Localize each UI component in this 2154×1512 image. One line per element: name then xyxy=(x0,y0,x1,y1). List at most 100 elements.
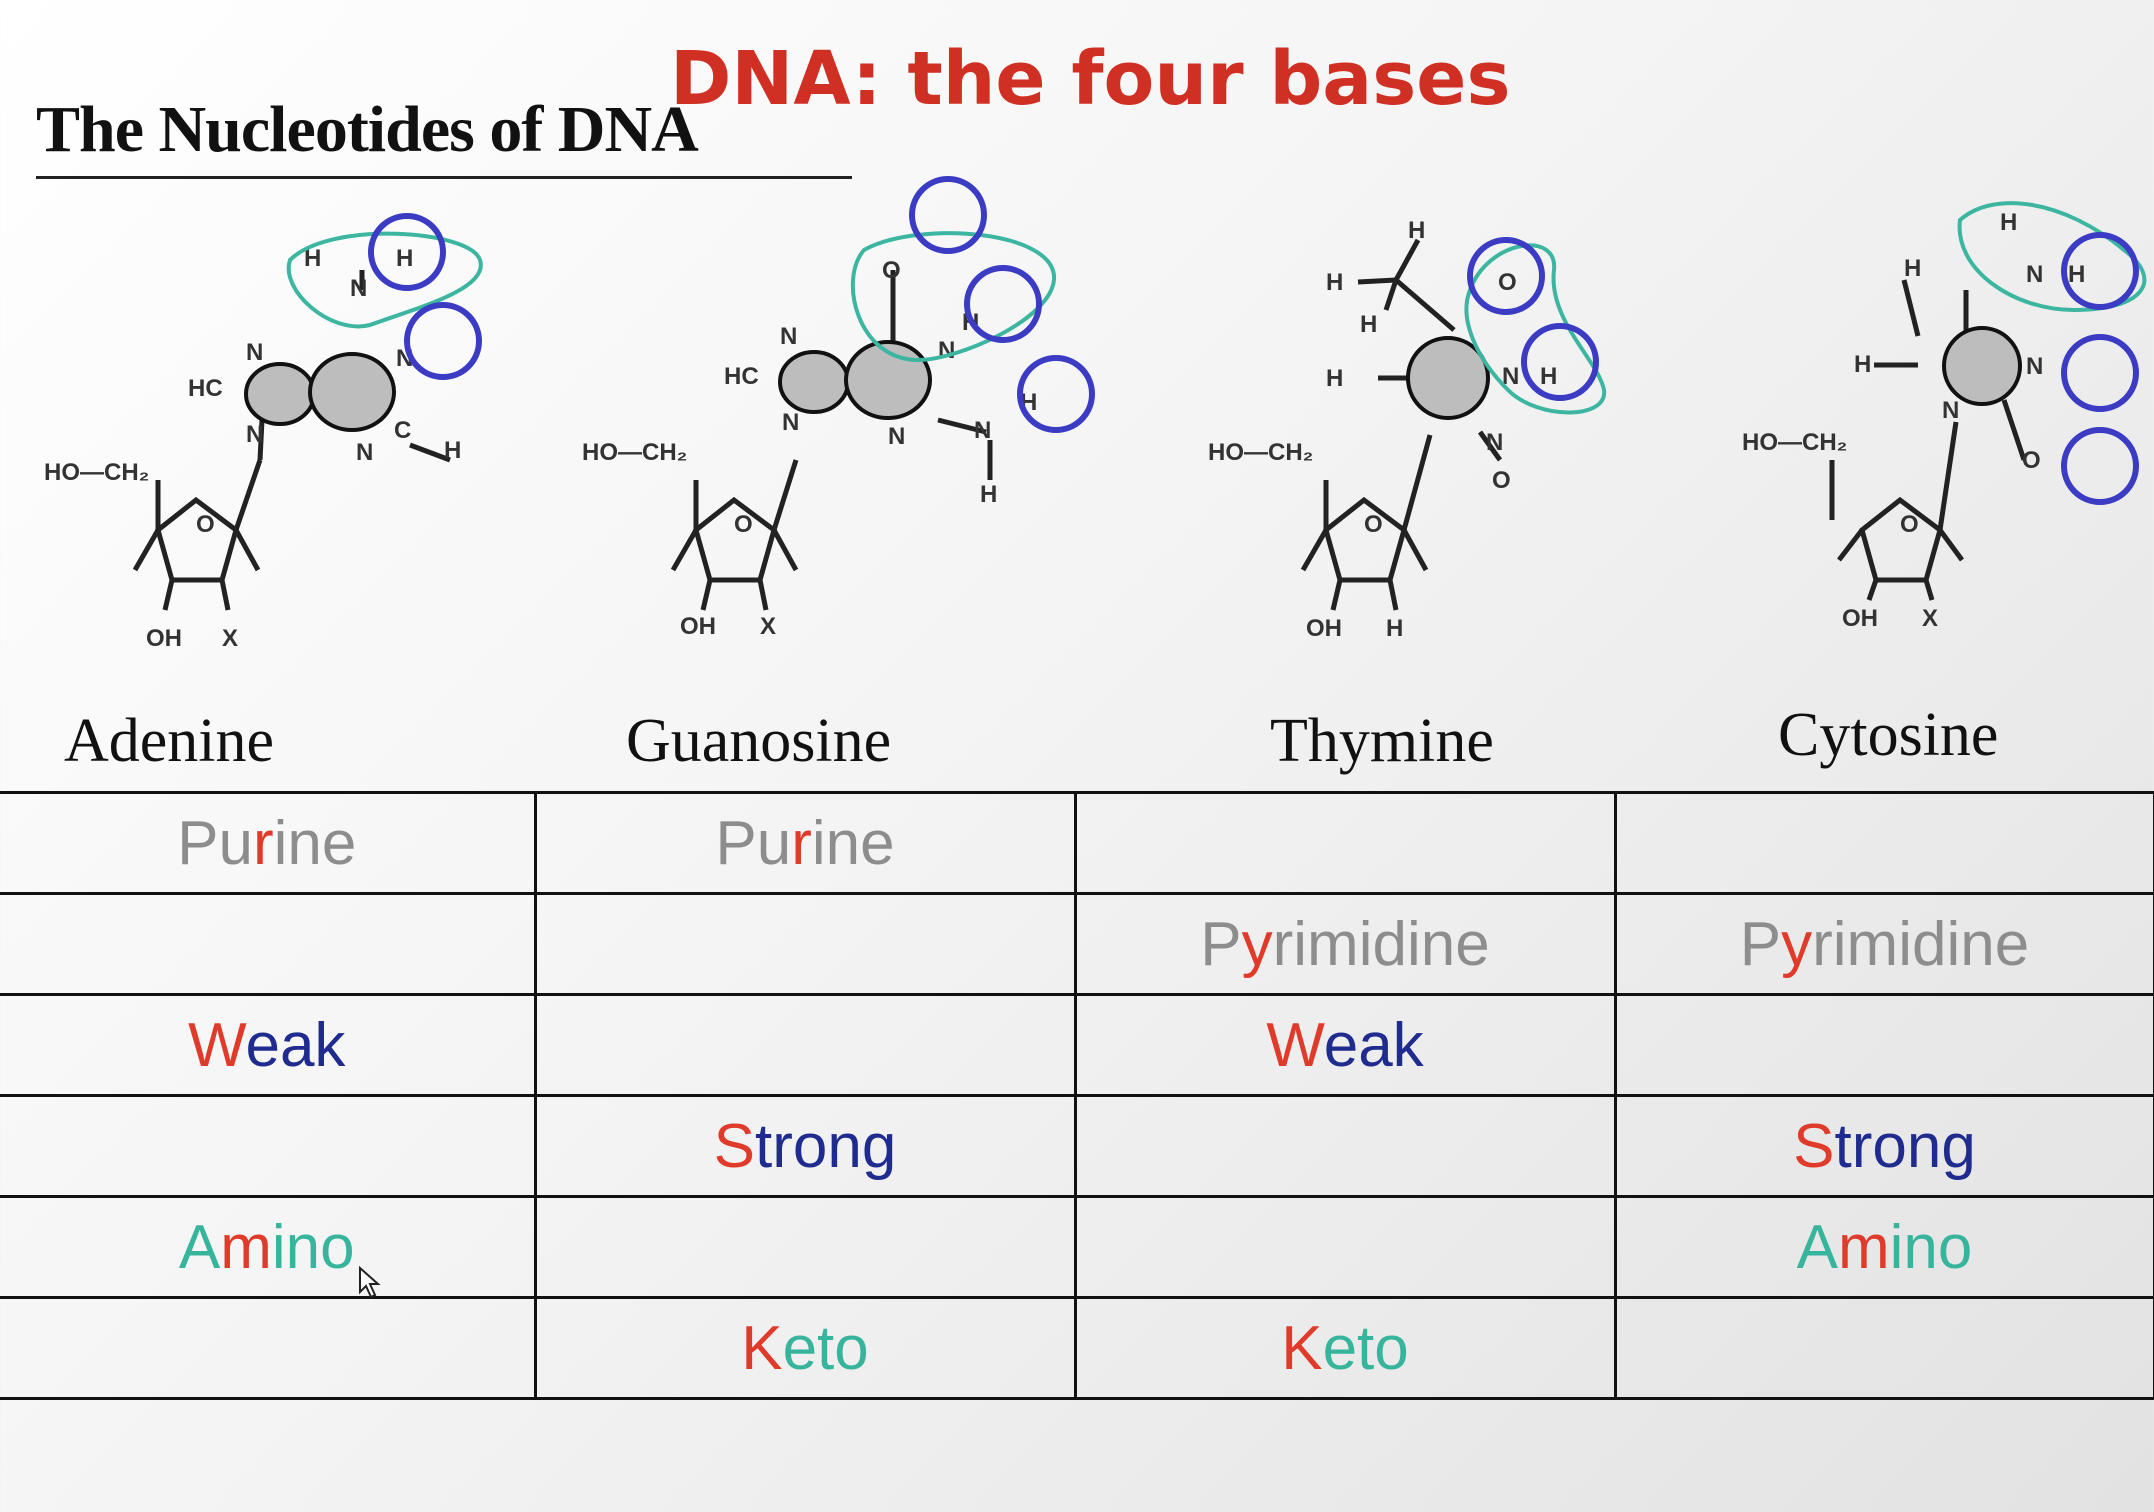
svg-text:N: N xyxy=(356,439,373,466)
svg-text:O: O xyxy=(1492,467,1511,494)
table-cell: Keto xyxy=(533,1296,1077,1400)
property-label-weak: Weak xyxy=(188,1010,346,1080)
svg-text:H: H xyxy=(1386,615,1403,642)
cytosine-structure: HO—CH₂ O OH X H H H N H N N O xyxy=(1742,201,2147,632)
table-cell xyxy=(1613,1296,2154,1400)
property-label-weak: Weak xyxy=(1266,1010,1424,1080)
base-name-adenine: Adenine xyxy=(64,707,275,775)
table-row: Amino Amino xyxy=(0,1195,2154,1299)
cytosine-ho-ch2: HO—CH₂ xyxy=(1742,429,1847,456)
table-row: Purine Purine xyxy=(0,791,2154,895)
slide-title: DNA: the four bases xyxy=(670,36,1511,122)
cytosine-donor-circle xyxy=(2061,232,2139,310)
table-cell xyxy=(533,1195,1077,1299)
property-label-amino: Amino xyxy=(1796,1212,1973,1282)
table-cell xyxy=(533,892,1077,996)
svg-text:N: N xyxy=(2026,261,2043,288)
svg-text:H: H xyxy=(1904,255,1921,282)
svg-text:OH: OH xyxy=(680,613,716,640)
table-cell: Purine xyxy=(0,791,537,895)
table-cell: Pyrimidine xyxy=(1073,892,1617,996)
table-cell xyxy=(0,1296,537,1400)
svg-text:H: H xyxy=(2000,209,2017,236)
table-cell xyxy=(1613,993,2154,1097)
svg-text:H: H xyxy=(396,245,413,272)
svg-text:OH: OH xyxy=(146,625,182,652)
svg-text:HC: HC xyxy=(724,363,759,390)
table-cell xyxy=(0,892,537,996)
cytosine-amino-highlight xyxy=(1957,201,2147,313)
adenine-structure: HO—CH₂ O OH X HC N N N N C H N H H xyxy=(44,213,483,652)
guanosine-ho-ch2: HO—CH₂ xyxy=(582,439,687,466)
thymine-donor-circle xyxy=(1521,323,1599,401)
svg-text:H: H xyxy=(1326,365,1343,392)
table-cell: Weak xyxy=(0,993,537,1097)
property-label-purine: Purine xyxy=(177,808,357,878)
table-cell xyxy=(1073,1094,1617,1198)
svg-text:H: H xyxy=(1540,363,1557,390)
svg-text:OH: OH xyxy=(1842,605,1878,632)
svg-text:N: N xyxy=(246,339,263,366)
svg-text:H: H xyxy=(444,437,461,464)
property-label-pyrimidine: Pyrimidine xyxy=(1200,909,1490,979)
table-row: Pyrimidine Pyrimidine xyxy=(0,892,2154,996)
table-cell: Weak xyxy=(1073,993,1617,1097)
table-cell: Keto xyxy=(1073,1296,1617,1400)
svg-text:N: N xyxy=(1502,363,1519,390)
table-cell xyxy=(0,1094,537,1198)
cytosine-acceptor-circle-2 xyxy=(2061,427,2139,505)
property-label-strong: Strong xyxy=(713,1111,897,1181)
svg-text:H: H xyxy=(980,481,997,508)
svg-text:N: N xyxy=(2026,353,2043,380)
mouse-cursor-icon xyxy=(359,1266,381,1299)
svg-text:O: O xyxy=(196,511,215,538)
base-name-guanosine: Guanosine xyxy=(626,707,892,775)
thymine-keto-imino-highlight xyxy=(1464,243,1607,415)
guanosine-structure: HO—CH₂ O OH X HC N N N N O N H H H xyxy=(582,176,1095,640)
property-label-pyrimidine: Pyrimidine xyxy=(1739,909,2030,979)
svg-text:HC: HC xyxy=(188,375,223,402)
table-cell xyxy=(1073,791,1617,895)
svg-text:N: N xyxy=(780,323,797,350)
guanosine-donor-circle-2 xyxy=(1017,355,1095,433)
svg-text:N: N xyxy=(938,337,955,364)
cytosine-ring xyxy=(1942,326,2022,406)
base-properties-table: Purine Purine Pyrimidine Pyrimidine Weak Weak… xyxy=(0,791,2154,1400)
svg-text:N: N xyxy=(782,409,799,436)
svg-text:H: H xyxy=(1408,217,1425,244)
svg-text:X: X xyxy=(760,613,776,640)
svg-text:O: O xyxy=(882,257,901,284)
property-label-purine: Purine xyxy=(715,808,895,878)
figure-title: The Nucleotides of DNA xyxy=(36,93,699,166)
table-cell xyxy=(533,993,1077,1097)
nucleotide-structures: HO—CH₂ O OH X HC N N N N C H N H H xyxy=(44,176,2147,652)
table-cell xyxy=(1073,1195,1617,1299)
svg-text:N: N xyxy=(974,417,991,444)
adenine-ho-ch2: HO—CH₂ xyxy=(44,459,149,486)
adenine-acceptor-circle xyxy=(404,302,482,380)
adenine-pyrimidine-ring xyxy=(308,352,396,432)
svg-text:X: X xyxy=(1922,605,1938,632)
table-row: Weak Weak xyxy=(0,993,2154,1097)
table-cell: Strong xyxy=(1613,1094,2154,1198)
svg-text:N: N xyxy=(1486,429,1503,456)
base-name-cytosine: Cytosine xyxy=(1778,701,1999,769)
thymine-ring xyxy=(1406,336,1490,420)
cytosine-acceptor-circle-1 xyxy=(2061,334,2139,412)
svg-text:H: H xyxy=(304,245,321,272)
table-cell: Purine xyxy=(533,791,1077,895)
guanosine-keto-highlight xyxy=(850,231,1057,363)
figure-title-underline xyxy=(36,176,852,179)
table-cell: Pyrimidine xyxy=(1613,892,2154,996)
table-row: Keto Keto xyxy=(0,1296,2154,1400)
table-cell xyxy=(1613,791,2154,895)
property-label-keto: Keto xyxy=(1281,1313,1409,1383)
table-cell: Amino xyxy=(0,1195,537,1299)
property-label-keto: Keto xyxy=(741,1313,869,1383)
svg-text:N: N xyxy=(888,423,905,450)
svg-text:O: O xyxy=(734,511,753,538)
svg-text:O: O xyxy=(1900,511,1919,538)
svg-text:H: H xyxy=(1360,311,1377,338)
svg-text:N: N xyxy=(246,421,263,448)
table-cell: Strong xyxy=(533,1094,1077,1198)
